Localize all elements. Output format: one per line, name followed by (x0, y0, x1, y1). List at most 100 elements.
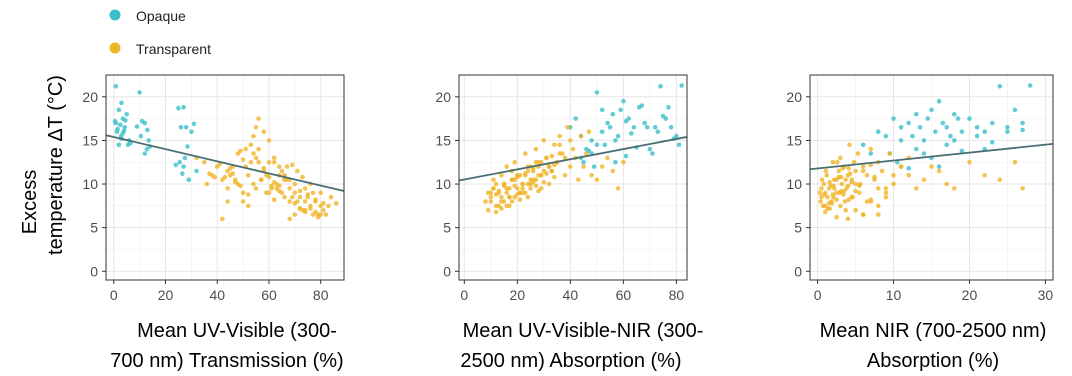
legend: Opaque Transparent (110, 8, 212, 57)
data-point-opaque (573, 116, 578, 121)
data-point-opaque (956, 116, 961, 121)
data-point-transparent (321, 208, 326, 213)
data-point-transparent (233, 177, 238, 182)
data-point-transparent (827, 206, 832, 211)
y-tick-label: 15 (786, 132, 802, 148)
data-point-transparent (576, 177, 581, 182)
data-point-transparent (876, 204, 881, 209)
data-point-transparent (280, 191, 285, 196)
x-tick-label: 40 (563, 287, 579, 303)
data-point-transparent (848, 171, 853, 176)
data-point-opaque (645, 125, 650, 130)
data-point-transparent (818, 199, 823, 204)
data-point-transparent (899, 164, 904, 169)
y-tick-label: 15 (82, 132, 98, 148)
data-point-transparent (311, 191, 316, 196)
data-point-transparent (225, 199, 230, 204)
data-point-opaque (177, 160, 182, 165)
data-point-transparent (280, 169, 285, 174)
data-point-transparent (542, 138, 547, 143)
data-point-transparent (491, 177, 496, 182)
data-point-transparent (568, 164, 573, 169)
data-point-opaque (914, 147, 919, 152)
data-point-transparent (880, 169, 885, 174)
data-point-transparent (486, 208, 491, 213)
data-point-transparent (884, 186, 889, 191)
data-point-opaque (876, 129, 881, 134)
y-tick-label: 10 (435, 176, 451, 192)
data-point-opaque (624, 119, 629, 124)
data-point-transparent (306, 195, 311, 200)
legend-marker-opaque (110, 10, 121, 21)
data-point-transparent (837, 191, 842, 196)
data-point-opaque (656, 129, 661, 134)
data-point-transparent (277, 164, 282, 169)
data-point-transparent (539, 186, 544, 191)
data-point-opaque (910, 134, 915, 139)
data-point-transparent (494, 210, 499, 215)
data-point-transparent (818, 191, 823, 196)
data-point-transparent (589, 173, 594, 178)
data-point-transparent (846, 217, 851, 222)
data-point-transparent (838, 156, 843, 161)
data-point-transparent (534, 160, 539, 165)
data-point-transparent (254, 186, 259, 191)
data-point-opaque (661, 114, 666, 119)
data-point-transparent (334, 201, 339, 206)
data-point-opaque (124, 112, 129, 117)
data-point-opaque (605, 121, 610, 126)
data-point-transparent (850, 195, 855, 200)
data-point-transparent (587, 129, 592, 134)
data-point-opaque (603, 143, 608, 148)
data-point-transparent (502, 184, 507, 189)
data-point-transparent (872, 175, 877, 180)
data-point-opaque (937, 164, 942, 169)
data-point-transparent (856, 151, 861, 156)
data-point-opaque (922, 138, 927, 143)
data-point-transparent (241, 191, 246, 196)
data-point-opaque (181, 164, 186, 169)
x-tick-label: 20 (510, 287, 526, 303)
data-point-opaque (679, 83, 684, 88)
y-tick-label: 5 (794, 220, 802, 236)
data-point-transparent (846, 184, 851, 189)
x-tick-label: 30 (1038, 287, 1054, 303)
data-point-opaque (640, 103, 645, 108)
data-point-transparent (865, 173, 870, 178)
data-point-transparent (520, 182, 525, 187)
data-point-opaque (135, 124, 140, 129)
data-point-opaque (948, 134, 953, 139)
data-point-transparent (256, 116, 261, 121)
data-point-transparent (929, 164, 934, 169)
data-point-transparent (303, 199, 308, 204)
data-point-transparent (518, 191, 523, 196)
data-point-transparent (212, 175, 217, 180)
data-point-opaque (975, 125, 980, 130)
data-point-transparent (834, 177, 839, 182)
data-point-opaque (1028, 83, 1033, 88)
data-point-transparent (557, 143, 562, 148)
data-point-transparent (236, 182, 241, 187)
data-point-opaque (180, 171, 185, 176)
data-point-transparent (937, 169, 942, 174)
x-tick-label: 0 (814, 287, 822, 303)
data-point-transparent (819, 186, 824, 191)
data-point-opaque (189, 129, 194, 134)
data-point-opaque (595, 90, 600, 95)
data-point-opaque (960, 129, 965, 134)
data-point-transparent (303, 186, 308, 191)
data-point-transparent (884, 191, 889, 196)
data-point-transparent (842, 189, 847, 194)
data-point-transparent (290, 195, 295, 200)
data-point-transparent (489, 191, 494, 196)
y-tick-label: 20 (435, 89, 451, 105)
data-point-transparent (295, 169, 300, 174)
data-point-transparent (267, 191, 272, 196)
data-point-transparent (293, 191, 298, 196)
data-point-opaque (145, 128, 150, 133)
data-point-opaque (187, 177, 192, 182)
data-point-transparent (228, 166, 233, 171)
data-point-transparent (504, 164, 509, 169)
x-tick-label: 80 (669, 287, 685, 303)
data-point-transparent (293, 182, 298, 187)
